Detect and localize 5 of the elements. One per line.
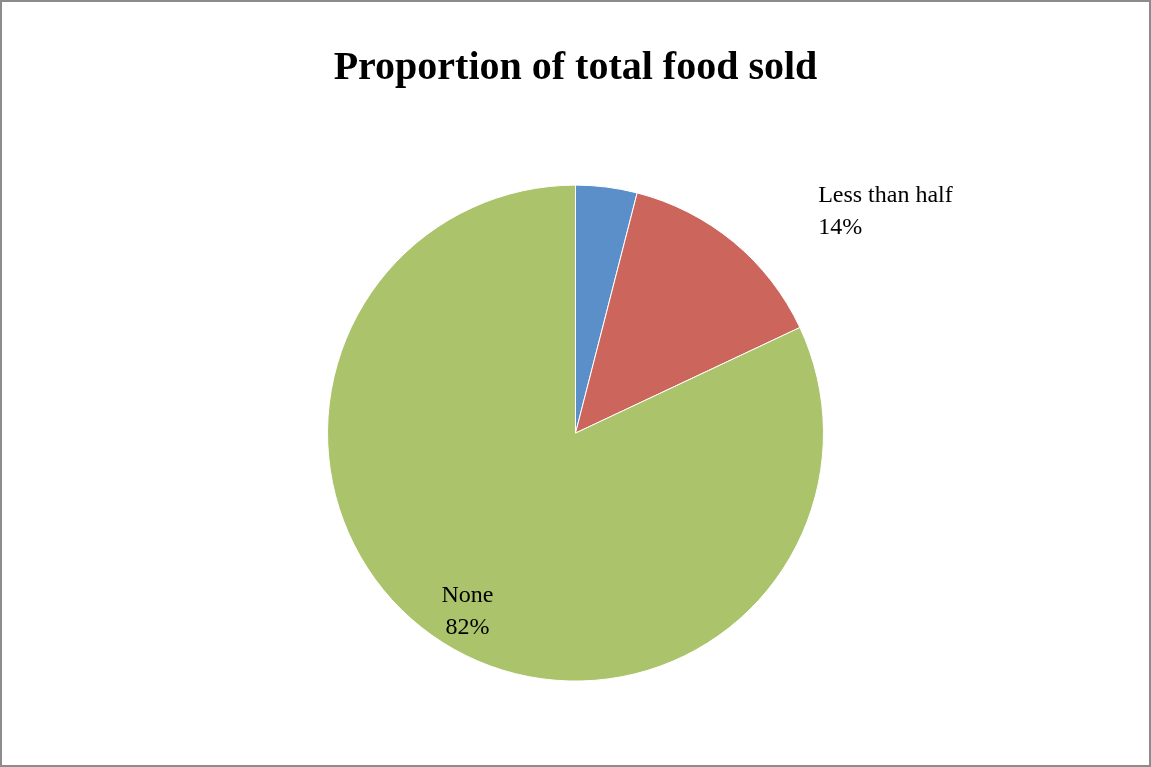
slice-label: None: [441, 581, 494, 608]
data-label: 14%: [818, 213, 863, 240]
chart-title: Proportion of total food sold: [333, 42, 818, 88]
slice-label: Less than half: [818, 181, 953, 208]
data-label: 82%: [445, 613, 490, 640]
